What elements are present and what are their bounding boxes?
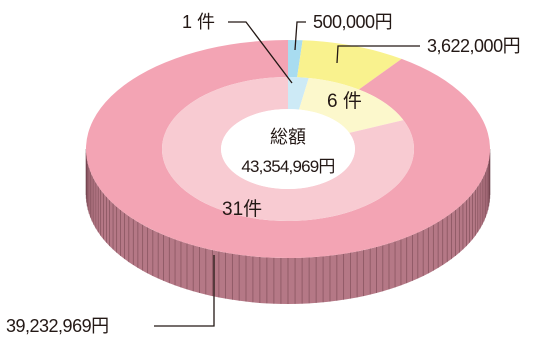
inner-slice-label-yellow: 6 件: [327, 90, 362, 112]
inner-ring-slice-2: [162, 77, 415, 221]
center-title: 総額: [270, 127, 306, 147]
outer-ring-slice-1: [297, 40, 402, 90]
leader-line-outer-pink: [154, 255, 215, 327]
outer-ring-slice-0: [288, 40, 303, 78]
inner-slice-label-pink: 31件: [222, 198, 262, 220]
inner-ring-slice-1: [299, 77, 404, 133]
donut-hole: [221, 109, 355, 189]
center-label: 総額 43,354,969円: [241, 127, 335, 176]
inner-ring-slice-0: [288, 77, 309, 110]
leader-line-outer-yellow: [336, 45, 420, 64]
outer-ring-slice-2: [85, 40, 490, 258]
donut-top-face: [85, 40, 490, 258]
slice-labels: 1 件 500,000円 3,622,000円 6 件 31件 39,232,9…: [6, 12, 521, 336]
leader-line-inner-blue: [228, 21, 293, 84]
inner-slice-label-blue: 1 件: [182, 12, 215, 32]
donut-3d-side: [85, 149, 491, 304]
outer-slice-label-yellow: 3,622,000円: [427, 36, 520, 56]
outer-slice-label-pink: 39,232,969円: [6, 316, 109, 336]
center-total: 43,354,969円: [241, 157, 334, 176]
outer-slice-label-blue: 500,000円: [313, 12, 392, 32]
leader-line-outer-blue: [294, 21, 306, 51]
leader-lines: [154, 21, 420, 327]
